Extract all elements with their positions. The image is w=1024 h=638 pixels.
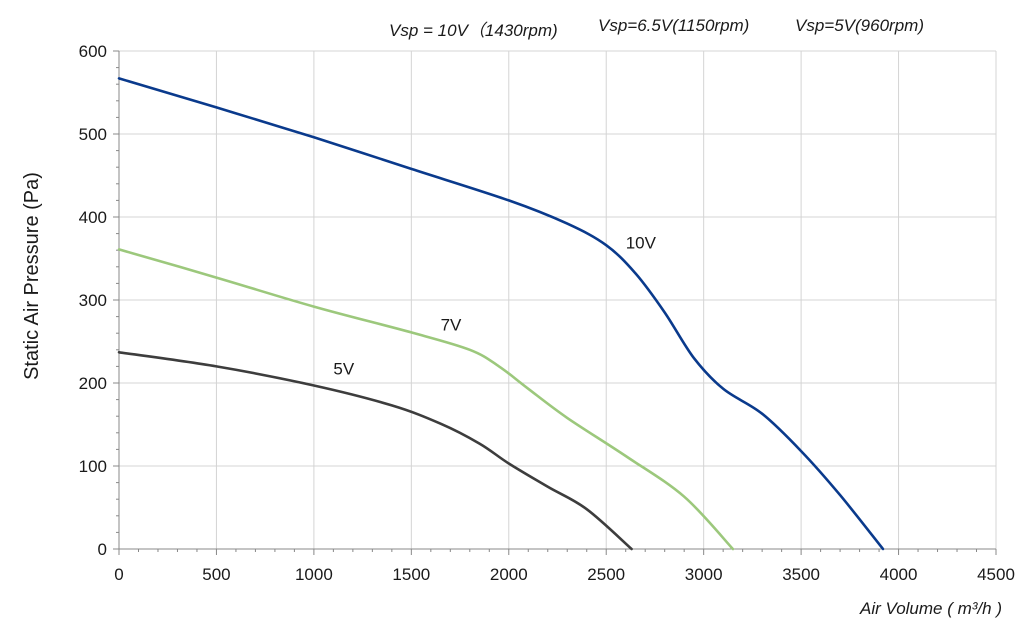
y-tick-label: 200: [79, 374, 107, 393]
grid: [119, 50, 997, 549]
axes: [113, 50, 997, 555]
series-line-10v: [117, 77, 885, 551]
x-tick-label: 500: [202, 565, 230, 584]
labels: 0 500 1000 1500 2000 2500 3000 3500 4000 4500 0 100…: [21, 42, 1015, 618]
header-note-5v: Vsp=5V(960rpm): [795, 16, 924, 35]
y-tick-label: 600: [79, 42, 107, 61]
series-lines: [117, 77, 885, 551]
curve-label-5v: 5V: [333, 360, 354, 379]
series-line-5v: [117, 351, 633, 551]
y-tick-label: 100: [79, 457, 107, 476]
y-tick-label: 400: [79, 208, 107, 227]
series-line-7v: [117, 248, 735, 551]
x-tick-label: 2500: [587, 565, 625, 584]
x-axis-title: Air Volume ( m³/h ): [859, 599, 1002, 618]
x-tick-label: 4000: [880, 565, 918, 584]
x-tick-label: 4500: [977, 565, 1015, 584]
x-tick-label: 0: [114, 565, 123, 584]
header-note-10v: Vsp = 10V（1430rpm): [389, 21, 558, 40]
y-tick-label: 300: [79, 291, 107, 310]
x-tick-label: 3500: [782, 565, 820, 584]
y-tick-label: 0: [98, 540, 107, 559]
curve-label-10v: 10V: [626, 234, 657, 253]
x-tick-label: 3000: [685, 565, 723, 584]
x-tick-label: 2000: [490, 565, 528, 584]
y-tick-label: 500: [79, 125, 107, 144]
curve-label-7v: 7V: [441, 316, 462, 335]
x-tick-label: 1000: [295, 565, 333, 584]
x-tick-label: 1500: [392, 565, 430, 584]
header-note-6-5v: Vsp=6.5V(1150rpm): [598, 16, 750, 35]
y-axis-title: Static Air Pressure (Pa): [21, 172, 43, 380]
